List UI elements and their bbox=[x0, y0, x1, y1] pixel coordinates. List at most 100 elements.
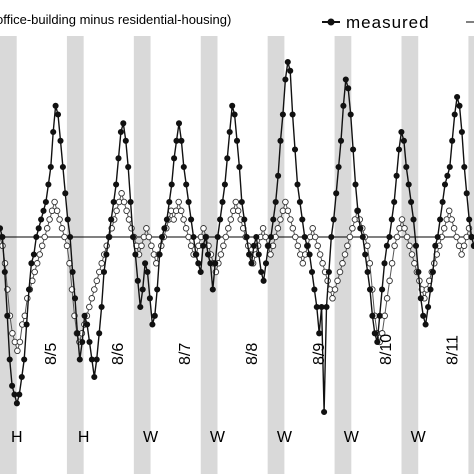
series-open-point bbox=[145, 233, 153, 241]
series-measured-point bbox=[28, 260, 35, 267]
series-measured-point bbox=[42, 198, 49, 206]
series-measured-point bbox=[195, 260, 202, 267]
series-open-point bbox=[364, 242, 371, 250]
series-measured-point bbox=[427, 286, 434, 293]
series-measured-point bbox=[415, 268, 422, 276]
series-measured-point bbox=[248, 260, 255, 267]
legend: measured bbox=[314, 8, 474, 34]
series-measured-point bbox=[103, 251, 110, 258]
series-measured-point bbox=[425, 303, 432, 311]
series-measured-point bbox=[422, 321, 429, 328]
series-measured-point bbox=[144, 268, 151, 276]
series-open-point bbox=[53, 207, 61, 215]
series-open-point bbox=[445, 207, 453, 215]
series-measured-point bbox=[146, 295, 153, 302]
series-measured-point bbox=[379, 286, 386, 293]
series-measured-point bbox=[432, 242, 439, 249]
series-open-point bbox=[349, 225, 356, 232]
series-measured-point bbox=[350, 146, 357, 153]
series-measured-point bbox=[173, 137, 180, 144]
series-open-point bbox=[346, 233, 354, 241]
series-measured-point bbox=[125, 163, 132, 171]
series-open-point bbox=[9, 330, 16, 337]
series-measured-point bbox=[275, 172, 282, 179]
series-open-point bbox=[334, 277, 341, 285]
series-measured-point bbox=[209, 286, 216, 293]
series-measured-point bbox=[262, 260, 270, 267]
series-open-point bbox=[222, 233, 230, 241]
series-measured-point bbox=[308, 268, 316, 276]
series-open-point bbox=[294, 242, 302, 250]
series-measured-point bbox=[374, 338, 381, 346]
series-measured-point bbox=[35, 225, 42, 232]
series-open-point bbox=[118, 190, 125, 197]
series-measured-point bbox=[345, 85, 352, 92]
series-measured-point bbox=[318, 303, 325, 311]
series-measured-point bbox=[243, 233, 250, 241]
series-measured-point bbox=[67, 233, 74, 241]
day-band-1 bbox=[66, 36, 84, 474]
series-measured-point bbox=[301, 233, 308, 241]
series-measured-point bbox=[200, 242, 207, 249]
series-measured-point bbox=[40, 207, 47, 214]
series-open-point bbox=[314, 242, 321, 250]
series-open-point bbox=[128, 225, 135, 232]
series-measured-point bbox=[258, 268, 265, 276]
series-measured-point bbox=[366, 286, 374, 293]
date-tick-label: 8/11 bbox=[445, 335, 462, 365]
date-tick-label: 8/7 bbox=[177, 343, 194, 365]
series-measured-point bbox=[134, 277, 141, 284]
series-measured-point bbox=[400, 137, 407, 144]
series-open-point bbox=[14, 347, 21, 355]
series-measured-point bbox=[388, 216, 395, 223]
day-band-0 bbox=[0, 36, 17, 474]
series-measured-point bbox=[417, 295, 424, 302]
series-open-point bbox=[289, 225, 297, 232]
series-measured-point bbox=[391, 198, 398, 206]
series-measured-point bbox=[246, 251, 253, 258]
series-measured-point bbox=[96, 330, 103, 337]
series-measured-point bbox=[154, 286, 161, 293]
series-measured-point bbox=[52, 102, 59, 109]
series-measured-point bbox=[299, 216, 306, 223]
series-measured-point bbox=[217, 216, 224, 223]
series-open-point bbox=[366, 260, 374, 267]
series-measured-point bbox=[393, 172, 400, 179]
series-measured-point bbox=[238, 198, 245, 206]
series-open-point bbox=[458, 251, 465, 258]
series-open-point bbox=[113, 207, 120, 215]
series-measured-point bbox=[229, 102, 236, 109]
series-open-point bbox=[86, 303, 93, 311]
series-open-point bbox=[339, 260, 346, 267]
series-measured-point bbox=[38, 216, 45, 223]
day-type-labels: HHWWWWWW bbox=[11, 429, 427, 446]
series-open-point bbox=[282, 198, 289, 206]
series-measured-point bbox=[253, 233, 260, 241]
series-measured-point bbox=[410, 216, 417, 223]
series-open-point bbox=[138, 242, 145, 250]
series-open-point bbox=[227, 216, 235, 223]
series-open-point bbox=[408, 251, 416, 258]
series-measured-point bbox=[192, 251, 199, 258]
series-measured-point bbox=[362, 251, 369, 258]
legend-label-measured: measured bbox=[346, 13, 430, 32]
series-measured-point bbox=[25, 286, 33, 293]
series-measured-point bbox=[352, 181, 359, 188]
series-measured-point bbox=[113, 181, 120, 188]
series-measured-point bbox=[91, 373, 98, 381]
chart-title: office-building minus residential-housin… bbox=[0, 12, 231, 27]
series-measured-point bbox=[33, 233, 40, 241]
series-measured-point bbox=[4, 312, 11, 319]
series-open-point bbox=[259, 225, 267, 232]
series-measured-point bbox=[335, 163, 342, 171]
series-open-point bbox=[46, 216, 53, 223]
series-measured-point bbox=[347, 111, 354, 118]
series-measured-point bbox=[381, 260, 388, 267]
series-open-point bbox=[393, 233, 401, 241]
date-tick-label: 8/8 bbox=[244, 343, 261, 365]
series-open-point bbox=[143, 225, 150, 232]
series-open-point bbox=[123, 207, 130, 215]
series-open-point bbox=[391, 242, 398, 250]
series-measured-point bbox=[454, 93, 461, 101]
